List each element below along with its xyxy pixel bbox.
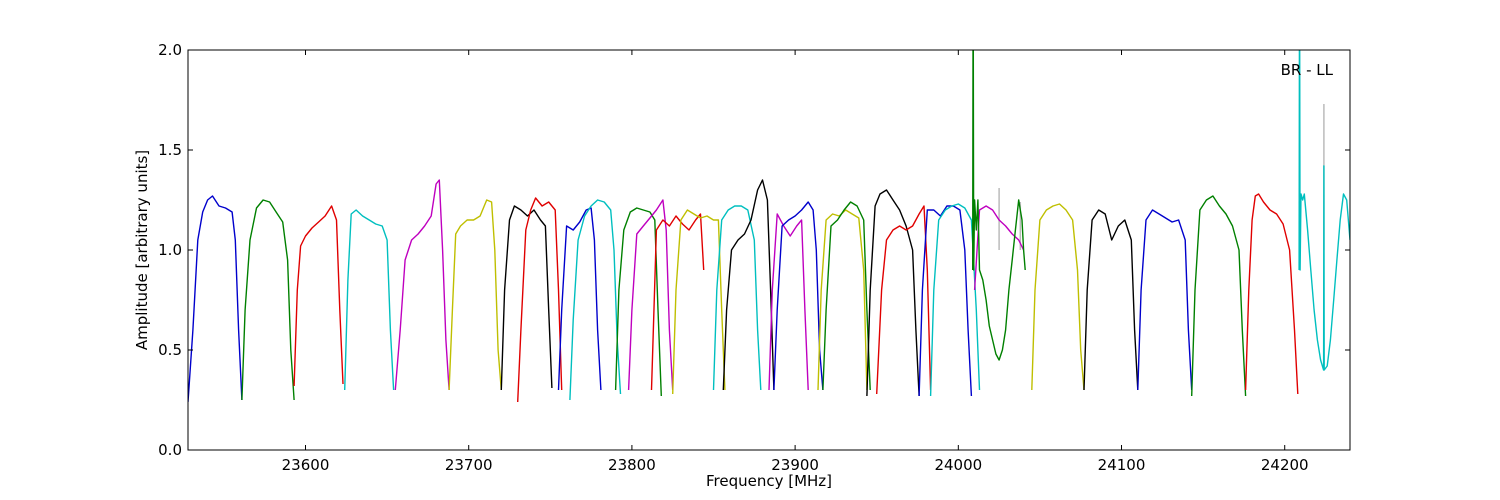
series-line-24	[973, 205, 1025, 291]
series-line-21	[876, 205, 932, 395]
series-line-20	[866, 189, 920, 397]
y-axis-label: Amplitude [arbitrary units]	[133, 150, 151, 350]
series-line-8	[557, 207, 602, 391]
series-line-29	[1191, 195, 1247, 397]
x-tick-label: 24100	[1098, 456, 1146, 474]
series-line-3	[344, 209, 395, 391]
x-tick-label: 23600	[282, 456, 330, 474]
series-layer	[188, 50, 1350, 403]
y-tick-label: 1.5	[158, 141, 182, 159]
y-tick-label: 1.0	[158, 241, 182, 259]
series-line-31	[1298, 50, 1350, 371]
series-line-9	[569, 199, 622, 401]
series-line-7	[517, 197, 563, 403]
x-axis-label: Frequency [MHz]	[706, 472, 832, 490]
x-tick-label: 23900	[771, 456, 819, 474]
series-line-22	[918, 205, 973, 397]
ticks-layer: 23600 23700 23800 23900 24000 24100 24200 0.0 0.…	[158, 41, 1350, 474]
series-line-16	[768, 213, 809, 391]
series-line-6	[500, 205, 553, 391]
x-tick-label: 24200	[1261, 456, 1309, 474]
series-line-17	[773, 201, 824, 391]
x-tick-label: 24000	[934, 456, 982, 474]
series-line-12	[650, 213, 705, 391]
series-line-2	[293, 205, 344, 387]
panel-annotation: BR - LL	[1281, 61, 1334, 79]
series-line-30	[1244, 193, 1299, 395]
series-line-14	[712, 205, 762, 391]
series-line-26	[1031, 203, 1085, 391]
series-line-18	[817, 209, 868, 391]
series-line-1	[241, 199, 295, 401]
series-line-27	[1083, 209, 1139, 391]
y-tick-label: 0.0	[158, 441, 182, 459]
series-line-11	[627, 199, 674, 391]
series-line-25	[972, 50, 1026, 361]
series-line-19	[822, 201, 871, 391]
y-tick-label: 2.0	[158, 41, 182, 59]
series-line-10	[614, 207, 662, 397]
series-line-28	[1137, 209, 1193, 391]
x-tick-label: 23700	[445, 456, 493, 474]
y-tick-label: 0.5	[158, 341, 182, 359]
series-line-0	[188, 195, 243, 403]
series-line-5	[448, 199, 502, 391]
series-line-15	[722, 179, 775, 391]
series-line-4	[394, 179, 450, 391]
x-tick-label: 23800	[608, 456, 656, 474]
